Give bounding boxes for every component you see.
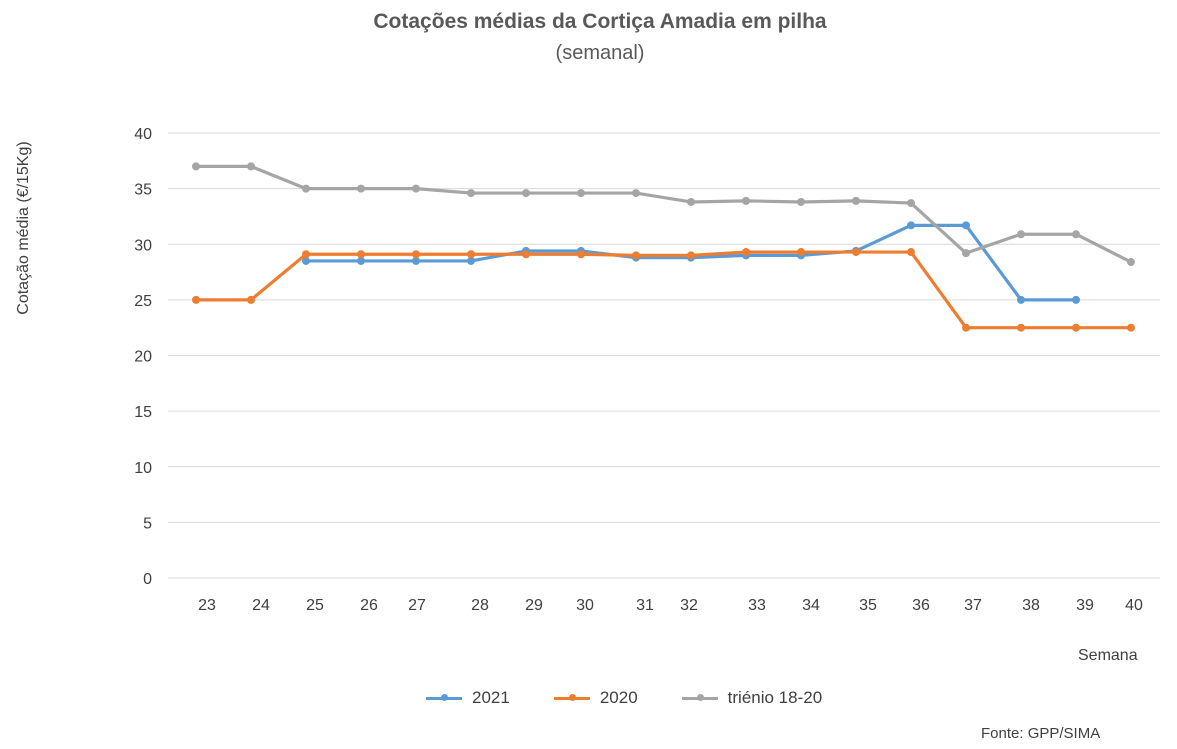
data-point bbox=[962, 249, 970, 258]
data-point bbox=[357, 256, 365, 265]
y-tick-label: 10 bbox=[134, 460, 152, 477]
series-line bbox=[306, 223, 1076, 302]
x-tick-label: 25 bbox=[306, 597, 324, 614]
x-tick-label: 33 bbox=[748, 597, 766, 614]
legend-swatch-2020 bbox=[553, 694, 590, 701]
series-triénio-18-20 bbox=[192, 162, 1135, 267]
data-point bbox=[907, 221, 915, 230]
y-tick-label: 30 bbox=[134, 237, 152, 254]
x-tick-label: 28 bbox=[471, 597, 489, 614]
data-point bbox=[962, 221, 970, 230]
data-point bbox=[1072, 295, 1080, 304]
series-group bbox=[192, 162, 1135, 332]
data-point bbox=[412, 184, 420, 193]
x-tick-label: 38 bbox=[1022, 597, 1040, 614]
x-tick-label: 35 bbox=[859, 597, 877, 614]
data-point bbox=[522, 189, 530, 198]
data-point bbox=[577, 250, 585, 259]
x-tick-label: 37 bbox=[964, 597, 982, 614]
x-tick-label: 32 bbox=[680, 597, 698, 614]
legend-label: triénio 18-20 bbox=[727, 688, 823, 707]
data-point bbox=[1127, 258, 1135, 267]
y-tick-label: 25 bbox=[134, 293, 152, 310]
x-tick-label: 23 bbox=[198, 597, 216, 614]
y-tick-label: 35 bbox=[134, 182, 152, 199]
data-point bbox=[1072, 323, 1080, 332]
data-point bbox=[1127, 323, 1135, 332]
data-point bbox=[852, 196, 860, 205]
series-line bbox=[196, 250, 1131, 330]
legend-label: 2021 bbox=[472, 688, 510, 707]
data-point bbox=[687, 251, 695, 260]
x-tick-label: 36 bbox=[912, 597, 930, 614]
data-point bbox=[247, 295, 255, 304]
x-tick-label: 39 bbox=[1076, 597, 1094, 614]
x-tick-label: 24 bbox=[252, 597, 270, 614]
x-tick-label: 40 bbox=[1125, 597, 1143, 614]
data-point bbox=[467, 256, 475, 265]
data-point bbox=[1017, 230, 1025, 239]
data-point bbox=[797, 248, 805, 257]
x-axis-label: Semana bbox=[1078, 647, 1138, 664]
data-point bbox=[742, 196, 750, 205]
data-point bbox=[412, 250, 420, 259]
x-tick-label: 26 bbox=[360, 597, 378, 614]
source-note: Fonte: GPP/SIMA bbox=[981, 725, 1101, 742]
series-line bbox=[196, 164, 1132, 264]
data-point bbox=[192, 162, 200, 171]
x-tick-label: 27 bbox=[408, 597, 426, 614]
series-2020 bbox=[192, 248, 1135, 332]
data-point bbox=[192, 295, 200, 304]
data-point bbox=[302, 184, 310, 193]
legend-swatch-2021 bbox=[426, 694, 462, 701]
legend-item-trienio[interactable]: triénio 18-20 bbox=[681, 688, 823, 708]
legend-label: 2020 bbox=[599, 688, 638, 707]
x-tick-label: 34 bbox=[802, 597, 820, 614]
data-point bbox=[247, 162, 255, 171]
legend-item-2020[interactable]: 2020 bbox=[553, 688, 638, 708]
data-point bbox=[907, 248, 915, 257]
gridlines bbox=[168, 132, 1160, 579]
y-tick-label: 40 bbox=[134, 126, 152, 143]
data-point bbox=[412, 256, 420, 265]
y-tick-label: 15 bbox=[134, 404, 152, 421]
x-tick-label: 30 bbox=[576, 597, 594, 614]
data-point bbox=[467, 250, 475, 259]
legend-item-2021[interactable]: 2021 bbox=[426, 688, 510, 708]
data-point bbox=[797, 197, 805, 206]
data-point bbox=[687, 197, 695, 206]
data-point bbox=[467, 189, 475, 198]
data-point bbox=[1072, 230, 1080, 239]
data-point bbox=[632, 251, 640, 260]
x-tick-label: 29 bbox=[525, 597, 543, 614]
data-point bbox=[632, 189, 640, 198]
y-tick-labels: 0 5 10 15 20 25 30 35 40 bbox=[134, 126, 152, 588]
data-point bbox=[907, 199, 915, 208]
data-point bbox=[302, 250, 310, 259]
data-point bbox=[522, 250, 530, 259]
data-point bbox=[962, 323, 970, 332]
y-tick-label: 0 bbox=[143, 571, 152, 588]
chart-subtitle: (semanal) bbox=[555, 42, 645, 64]
legend-swatch-trienio bbox=[681, 694, 718, 701]
data-point bbox=[357, 250, 365, 259]
chart-title: Cotações médias da Cortiça Amadia em pil… bbox=[373, 10, 827, 33]
data-point bbox=[302, 256, 310, 265]
series-2021 bbox=[302, 221, 1080, 304]
data-point bbox=[577, 189, 585, 198]
legend: 2021 2020 triénio 18-20 bbox=[426, 688, 866, 708]
data-point bbox=[1017, 323, 1025, 332]
x-tick-labels: 23 24 25 26 27 28 29 30 31 32 33 34 35 36 37 38 39 40 bbox=[198, 597, 1143, 614]
y-tick-label: 20 bbox=[134, 349, 152, 366]
data-point bbox=[852, 248, 860, 257]
data-point bbox=[1017, 295, 1025, 304]
data-point bbox=[357, 184, 365, 193]
x-tick-label: 31 bbox=[636, 597, 654, 614]
data-point bbox=[742, 248, 750, 257]
y-tick-label: 5 bbox=[143, 515, 152, 532]
